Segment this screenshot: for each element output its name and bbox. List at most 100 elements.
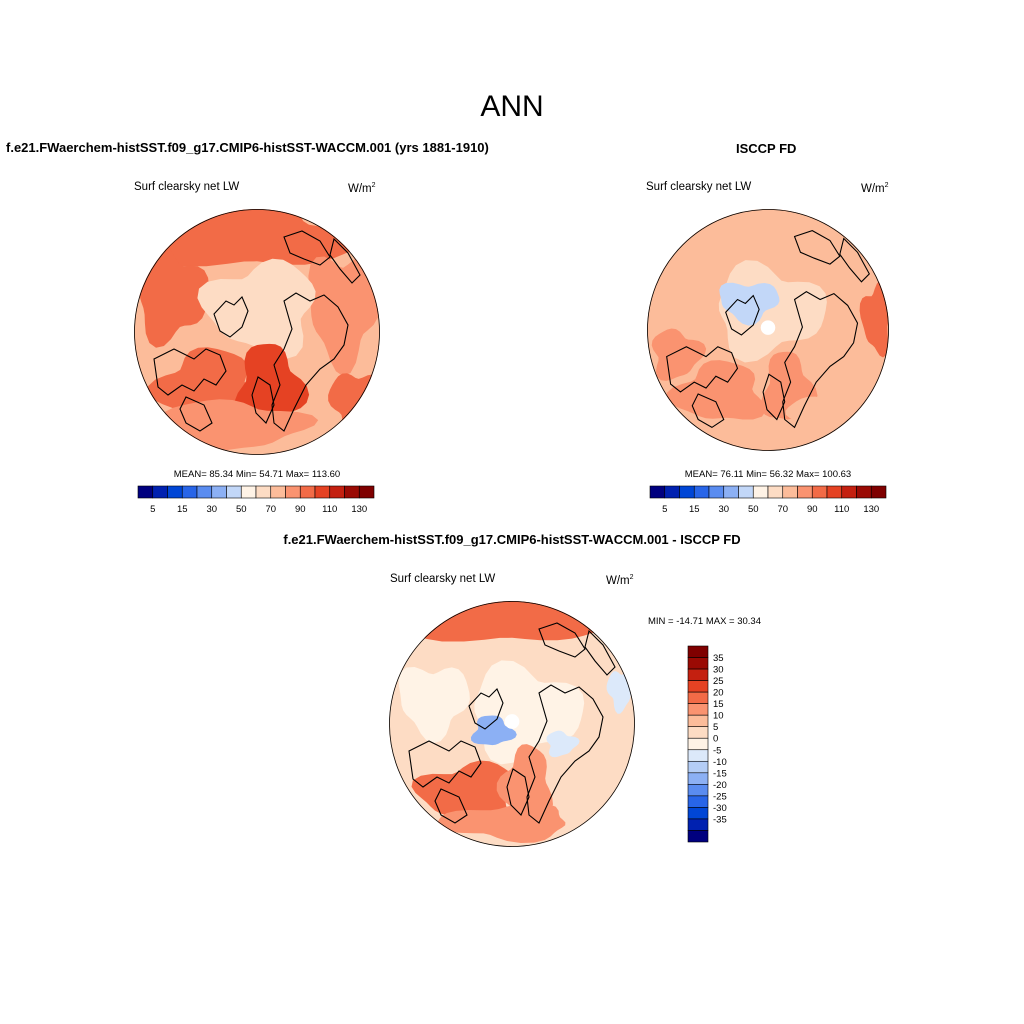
pole-missing-data <box>504 714 520 729</box>
map-contour-region <box>677 209 868 261</box>
coastline <box>584 629 616 676</box>
panel-2-colorbar-swatch <box>679 485 695 499</box>
coastline <box>725 294 760 336</box>
panel-1-colorbar-swatch <box>255 485 272 499</box>
panel-2-colorbar-swatch <box>870 485 887 499</box>
panel-3-colorbar-swatch <box>687 714 709 728</box>
panel-2-units: W/m2 <box>861 182 889 195</box>
coastline <box>691 393 725 429</box>
panel-2-colorbar-swatch <box>856 485 872 499</box>
coastline <box>782 290 859 429</box>
panel-3-colorbar-tick-label: 35 <box>713 653 724 664</box>
coastline <box>213 296 249 338</box>
panel-2-colorbar-swatch <box>826 485 843 499</box>
panel-1-colorbar-swatch <box>314 485 331 499</box>
map-contour-region <box>234 343 310 423</box>
coastline <box>506 768 530 816</box>
panel-1-colorbar-tick-label: 110 <box>322 504 337 515</box>
map-contour-region <box>436 802 566 843</box>
panel-1-colorbar-tick-label: 50 <box>236 504 247 515</box>
panel-2-colorbar-tick-label: 110 <box>834 504 849 515</box>
panel-1-colorbar-swatch <box>329 485 345 499</box>
panel-1-colorbar-tick-label: 5 <box>150 504 155 515</box>
panel-1-units: W/m2 <box>348 182 376 195</box>
panel-3-colorbar-tick-label: 25 <box>713 676 724 687</box>
panel-2-colorbar-swatch <box>693 485 710 499</box>
panel-3-colorbar-swatch <box>687 657 709 670</box>
coastline <box>839 237 870 283</box>
panel-1-colorbar-tick-label: 130 <box>351 504 367 515</box>
panel-3-colorbar-swatch <box>687 691 709 704</box>
map-contour-region <box>470 715 517 746</box>
panel-1-colorbar-swatch <box>240 485 257 499</box>
panel-2-colorbar-swatch <box>723 485 739 499</box>
panel-3-colorbar-swatch <box>687 668 709 681</box>
coastline <box>153 348 227 396</box>
coastline <box>408 740 482 788</box>
panel-3-colorbar-tick-label: 0 <box>713 734 718 745</box>
panel-3-colorbar-swatch <box>687 726 709 739</box>
panel-2-colorbar-tick-label: 5 <box>662 504 667 515</box>
panel-3-colorbar-swatch <box>687 737 709 751</box>
panel-1-colorbar-swatch <box>152 485 168 499</box>
panel-1-colorbar-swatch <box>358 485 375 499</box>
map-boundary <box>134 209 380 455</box>
map-contour-region <box>308 256 380 377</box>
panel-3-colorbar-tick-label: -35 <box>713 814 727 825</box>
map-contour-region <box>651 328 707 381</box>
panel-1-stats: MEAN= 85.34 Min= 54.71 Max= 113.60 <box>173 469 341 480</box>
panel-3-colorbar-swatch <box>687 680 709 693</box>
panel-3-colorbar-tick-label: -20 <box>713 780 727 791</box>
map-contour-region <box>163 399 319 453</box>
panel-2-colorbar-tick-label: 90 <box>807 504 818 515</box>
panel-2-colorbar-tick-label: 70 <box>777 504 788 515</box>
coastline <box>762 373 786 421</box>
coastline <box>538 622 586 658</box>
map-contour-region <box>197 258 316 360</box>
panel-3-colorbar-tick-label: 20 <box>713 688 724 699</box>
coastline <box>666 346 739 393</box>
panel-3-variable-label: Surf clearsky net LW <box>390 573 496 585</box>
panel-2-colorbar-swatch <box>782 485 798 499</box>
panel-1-colorbar-tick-label: 15 <box>177 504 188 515</box>
coastline <box>283 230 331 266</box>
coastline <box>793 230 841 265</box>
coastline <box>179 396 213 432</box>
panel-1-colorbar-swatch <box>181 485 198 499</box>
coastline <box>434 788 468 824</box>
panel-3-colorbar-tick-label: -10 <box>713 757 727 768</box>
coastline <box>526 684 604 824</box>
panel-3-colorbar-swatch <box>687 807 709 820</box>
panel-3-colorbar-swatch <box>687 645 709 658</box>
panel-2-colorbar-swatch <box>841 485 857 499</box>
panel-1-colorbar-swatch <box>285 485 301 499</box>
panel-2-colorbar-swatch <box>649 485 666 499</box>
panel-3-colorbar-tick-label: -5 <box>713 745 721 756</box>
panel-3-colorbar-swatch <box>687 818 709 831</box>
panel-2-colorbar-tick-label: 15 <box>689 504 700 515</box>
panel-3-polar-map <box>389 601 635 847</box>
panel-3-colorbar-tick-label: -30 <box>713 803 727 814</box>
coastline <box>468 688 504 730</box>
panel-1-variable-label: Surf clearsky net LW <box>134 181 240 193</box>
map-contour-region <box>546 730 580 758</box>
panel-2-colorbar-tick-label: 50 <box>748 504 759 515</box>
panel-1-colorbar-swatch <box>344 485 360 499</box>
pole-missing-data <box>760 320 776 335</box>
panel-3-colorbar-tick-label: 15 <box>713 699 724 710</box>
panel-3-colorbar-tick-label: 10 <box>713 711 724 722</box>
map-contour-region <box>398 667 470 744</box>
panel-2-colorbar-tick-label: 30 <box>718 504 729 515</box>
map-contour-region <box>718 260 827 363</box>
panel-3-colorbar-swatch <box>687 830 709 843</box>
panel-1-colorbar-swatch <box>226 485 242 499</box>
panel-3-colorbar-swatch <box>687 760 709 774</box>
panel-1-colorbar-tick-label: 90 <box>295 504 306 515</box>
panel-2-colorbar: 5 15 30 50 70 90 110 130 <box>649 485 887 515</box>
map-contour-region <box>719 282 780 326</box>
map-contour-region <box>159 209 365 267</box>
map-boundary <box>389 601 635 847</box>
panel-3-colorbar-swatch <box>687 749 709 762</box>
panel-1-colorbar-swatch <box>137 485 154 499</box>
